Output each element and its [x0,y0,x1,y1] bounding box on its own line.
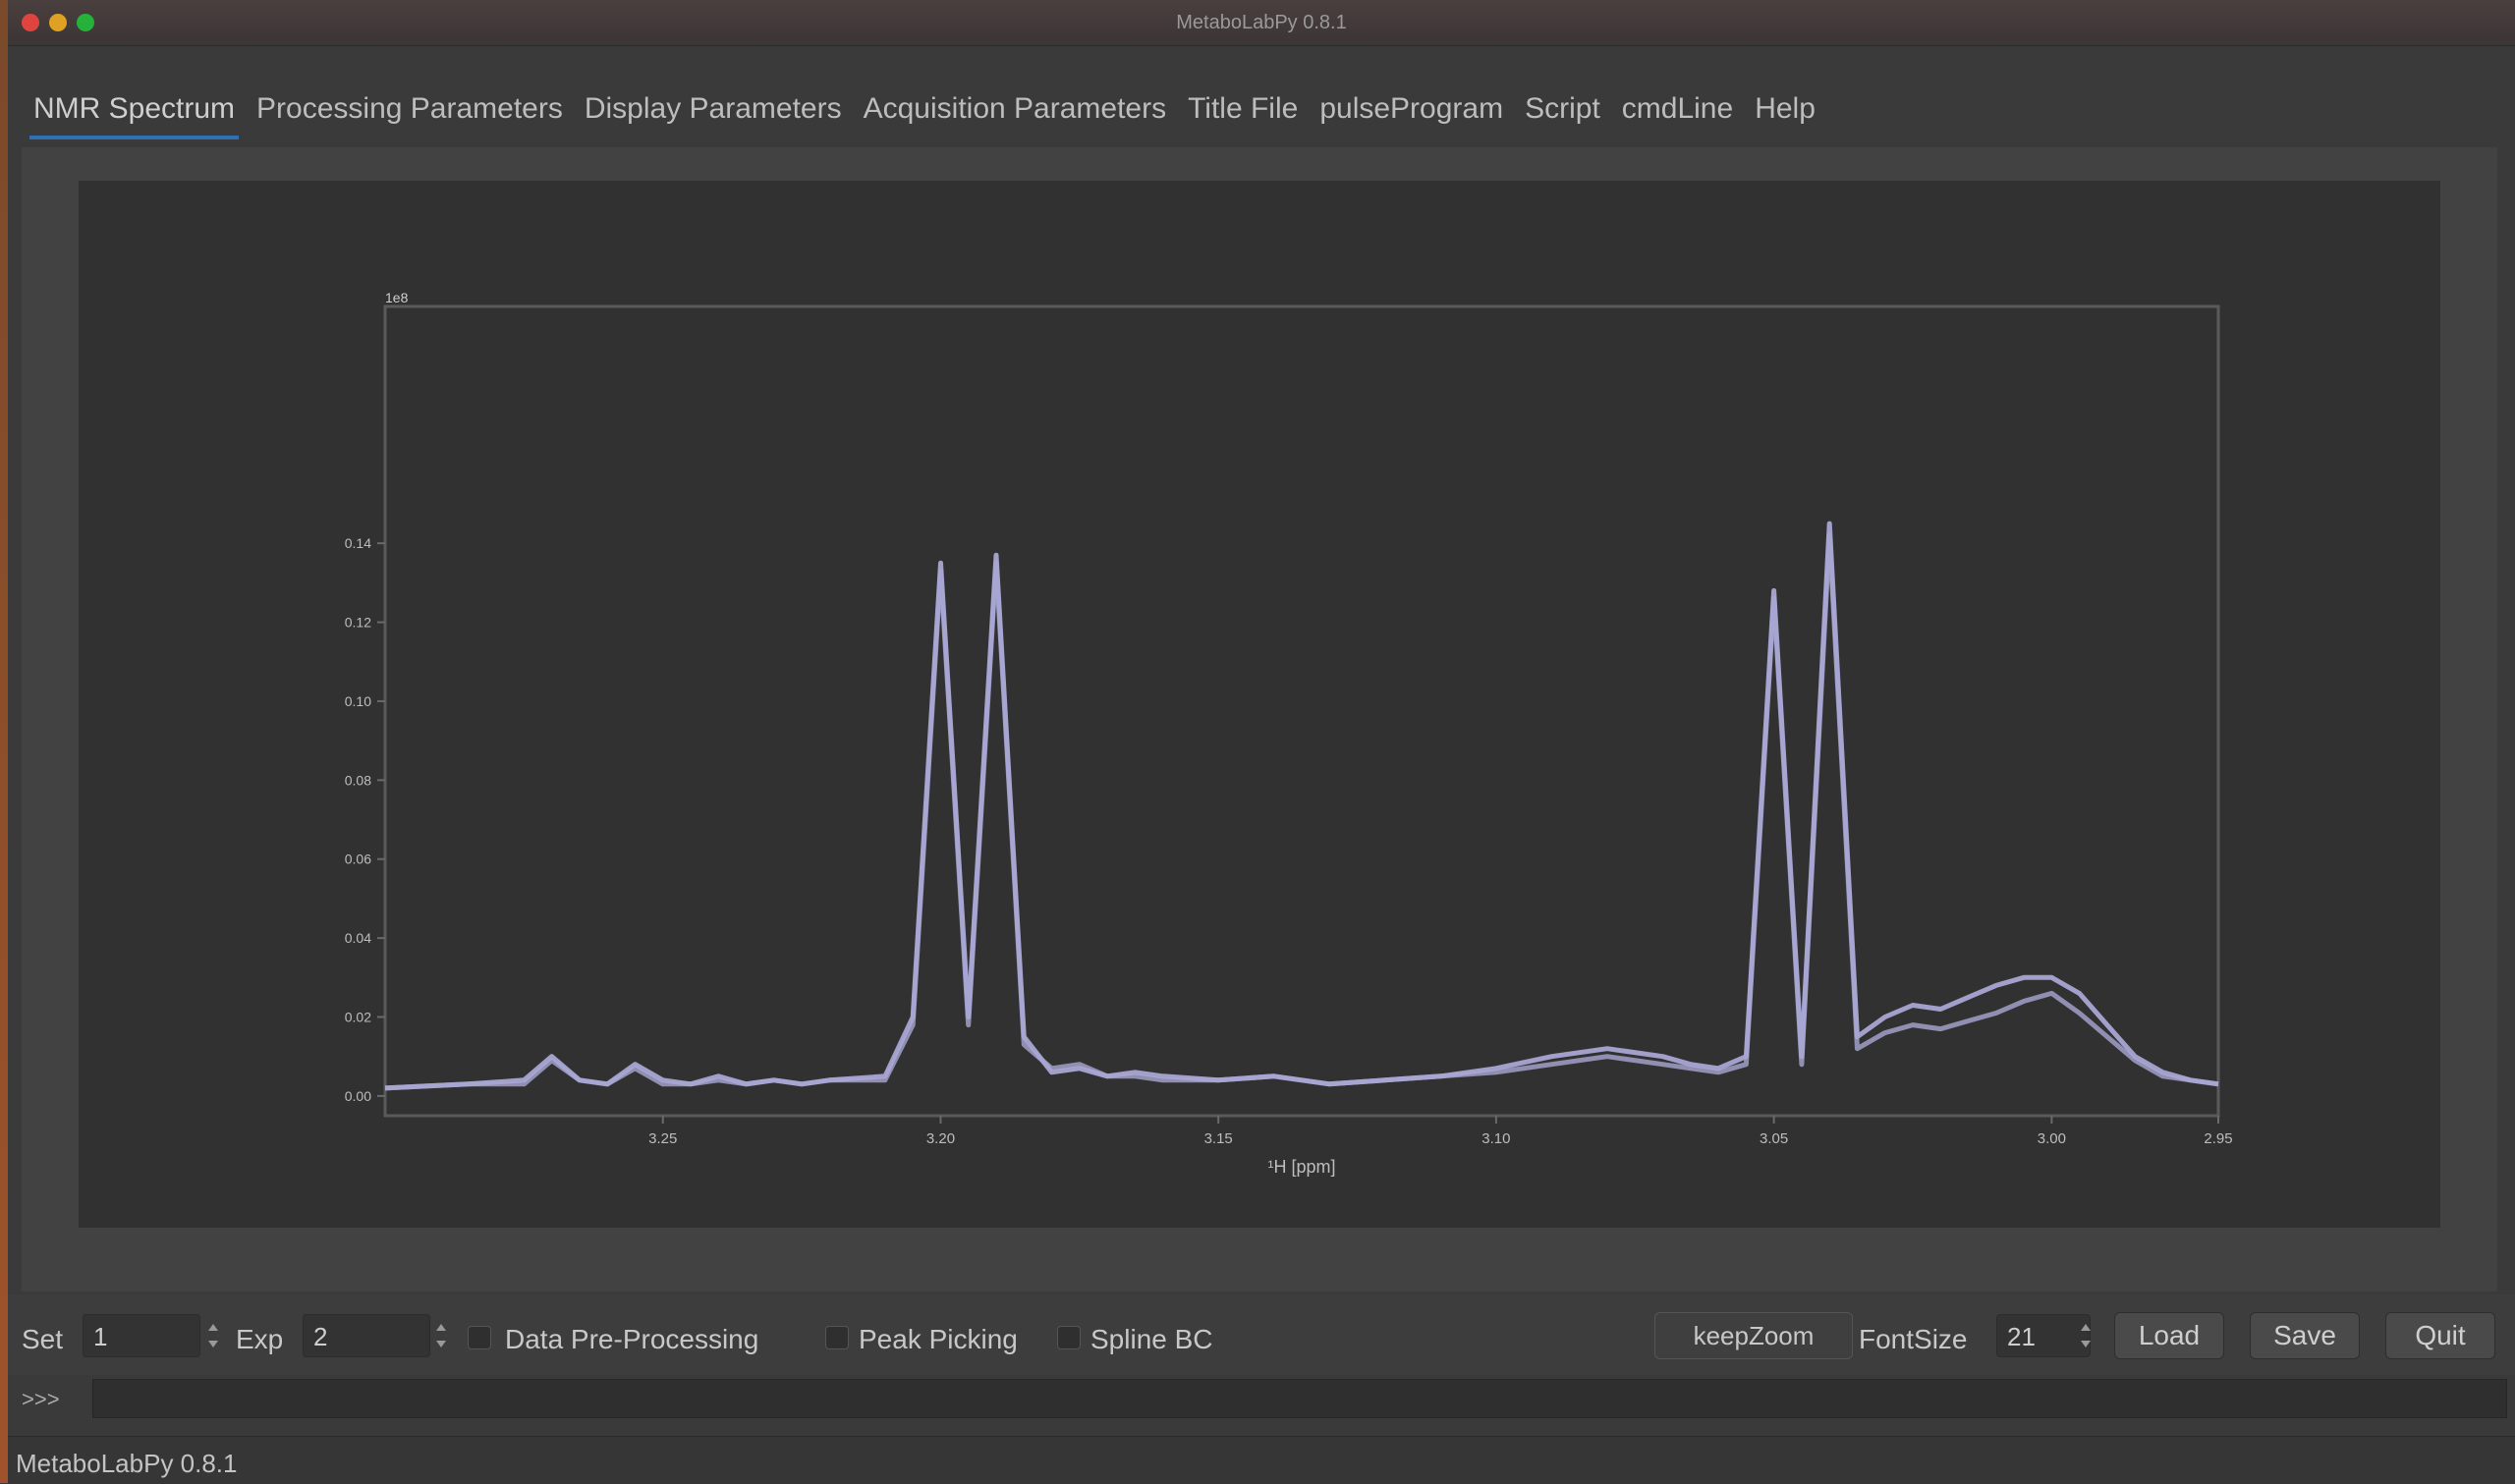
desktop-edge [0,0,8,1483]
y-tick-label-7: 0.14 [345,535,371,551]
command-prompt-label: >>> [22,1387,60,1411]
plot-frame [383,304,2220,1118]
tab-display-parameters[interactable]: Display Parameters [584,92,842,125]
load-button[interactable]: Load [2114,1312,2224,1359]
x-tick-label-4: 3.05 [1760,1130,1788,1147]
x-axis-label: ¹H [ppm] [1267,1157,1335,1177]
x-tick-label-2: 3.15 [1204,1130,1233,1147]
title-bar[interactable]: MetaboLabPy 0.8.1 [8,0,2515,46]
set-field[interactable]: 1 [83,1314,200,1357]
keep-zoom-toggle[interactable]: keepZoom [1654,1312,1853,1359]
fontsize-label: FontSize [1859,1324,1968,1354]
exp-field[interactable]: 2 [303,1314,430,1357]
peak-picking-label: Peak Picking [859,1324,1018,1354]
x-tick-label-5: 3.00 [2038,1130,2066,1147]
y-tick-label-4: 0.08 [345,772,371,788]
quit-button[interactable]: Quit [2385,1312,2495,1359]
y-tick-label-0: 0.00 [345,1088,371,1104]
spectrum-plot[interactable]: 1e8 0.00 0.02 0.04 0.06 0.08 0.10 0.12 0.14 3.2… [79,181,2440,1228]
x-tick-label-0: 3.25 [648,1130,677,1147]
control-bar: Set 1 Exp 2 Data Pre-Processing Peak Pic… [8,1294,2515,1375]
spectrum-pane: 1e8 0.00 0.02 0.04 0.06 0.08 0.10 0.12 0.14 3.2… [22,147,2497,1292]
command-line-row: >>> [8,1375,2515,1422]
exp-stepper[interactable] [434,1318,448,1353]
tab-pulse-program[interactable]: pulseProgram [1319,92,1504,125]
tab-help[interactable]: Help [1755,92,1816,125]
tab-processing-parameters[interactable]: Processing Parameters [256,92,563,125]
tab-title-file[interactable]: Title File [1188,92,1299,125]
command-line-input[interactable] [92,1379,2507,1418]
tab-acquisition-parameters[interactable]: Acquisition Parameters [863,92,1167,125]
preprocessing-label: Data Pre-Processing [505,1324,759,1354]
x-tick-label-3: 3.10 [1481,1130,1510,1147]
save-button[interactable]: Save [2250,1312,2360,1359]
offset-label: 1e8 [385,290,409,305]
x-tick-label-6: 2.95 [2204,1130,2232,1147]
exp-label: Exp [236,1324,284,1354]
preprocessing-checkbox[interactable] [468,1326,491,1349]
tab-cmdline[interactable]: cmdLine [1621,92,1734,125]
window-title: MetaboLabPy 0.8.1 [1176,12,1347,33]
tab-bar: NMR Spectrum Processing Parameters Displ… [24,81,1827,139]
status-bar: MetaboLabPy 0.8.1 [8,1436,2515,1484]
spline-bc-checkbox[interactable] [1057,1326,1081,1349]
spectrum-line-1 [384,532,2219,1091]
x-tick-label-1: 3.20 [926,1130,955,1147]
close-window-button[interactable] [22,14,39,31]
y-tick-label-6: 0.12 [345,615,371,631]
set-label: Set [22,1324,64,1354]
fontsize-field[interactable]: 21 [1996,1314,2091,1357]
y-tick-label-2: 0.04 [345,930,371,946]
spectrum-line-0 [384,521,2219,1091]
tab-nmr-spectrum[interactable]: NMR Spectrum [24,92,245,139]
y-tick-label-5: 0.10 [345,693,371,709]
tab-script[interactable]: Script [1525,92,1600,125]
set-stepper[interactable] [206,1318,220,1353]
status-text: MetaboLabPy 0.8.1 [16,1449,238,1478]
peak-picking-checkbox[interactable] [825,1326,849,1349]
plot-canvas[interactable]: 1e8 0.00 0.02 0.04 0.06 0.08 0.10 0.12 0.14 3.2… [79,181,2440,1228]
app-window: MetaboLabPy 0.8.1 NMR Spectrum Processin… [8,0,2515,1484]
fontsize-stepper[interactable] [2079,1318,2093,1353]
spline-bc-label: Spline BC [1090,1324,1213,1354]
minimize-window-button[interactable] [49,14,67,31]
y-tick-label-3: 0.06 [345,852,371,867]
y-tick-label-1: 0.02 [345,1010,371,1025]
maximize-window-button[interactable] [77,14,94,31]
